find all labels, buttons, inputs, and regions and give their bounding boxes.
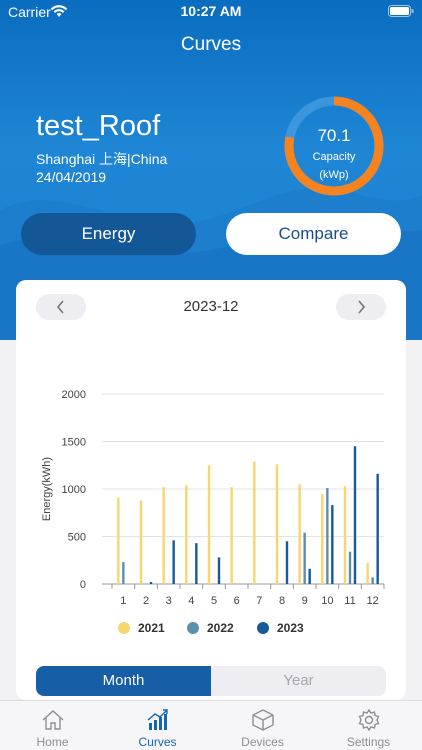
tab-devices[interactable]: Devices [210, 701, 315, 750]
y-tick-label: 1500 [62, 437, 86, 449]
bar-2021-2 [139, 500, 143, 584]
tab-home[interactable]: Home [0, 701, 105, 750]
bar-2022-9 [303, 532, 306, 584]
legend-item-2021: 2021 [118, 621, 165, 635]
legend-label: 2022 [207, 621, 234, 635]
site-name: test_Roof [36, 110, 161, 142]
gear-icon [358, 709, 380, 731]
tab-label: Home [36, 735, 69, 749]
y-tick-label: 2000 [62, 389, 86, 401]
bar-2022-12 [371, 577, 374, 584]
carrier-label: Carrier [8, 4, 51, 20]
bar-2022-11 [348, 551, 352, 584]
y-tick-label: 0 [80, 579, 86, 591]
x-tick-label: 6 [234, 595, 240, 607]
bar-2023-8 [285, 541, 289, 584]
chevron-left-icon [56, 300, 64, 314]
bar-2023-4 [195, 543, 198, 584]
legend-swatch-2023 [257, 622, 269, 634]
energy-button[interactable]: Energy [21, 213, 196, 255]
previous-period-button[interactable] [36, 294, 86, 320]
x-tick-label: 2 [143, 595, 149, 607]
legend-label: 2021 [138, 621, 165, 635]
x-tick-label: 8 [279, 595, 285, 607]
tab-label: Devices [241, 735, 284, 749]
capacity-value: 70.1 [317, 126, 351, 145]
site-location: Shanghai 上海|China [36, 151, 168, 167]
bar-2021-10 [321, 493, 324, 584]
bar-2021-3 [162, 487, 165, 584]
y-tick-label: 1000 [62, 484, 86, 496]
y-axis-label: Energy(kWh) [41, 457, 53, 521]
bar-2021-6 [230, 487, 233, 584]
bar-2023-11 [353, 446, 357, 584]
battery-icon [388, 5, 414, 17]
box-icon [252, 709, 274, 731]
bar-2021-9 [298, 484, 301, 584]
year-segment[interactable]: Year [283, 672, 314, 689]
wifi-icon [50, 5, 68, 17]
legend-swatch-2021 [118, 622, 130, 634]
month-segment[interactable]: Month [36, 666, 211, 696]
legend-item-2023: 2023 [257, 621, 304, 635]
period-label: 2023-12 [183, 298, 239, 315]
bar-2023-2 [149, 582, 153, 584]
tab-bar: Home Curves Devices Settings [0, 700, 422, 750]
bar-2021-12 [366, 563, 369, 584]
bar-2023-9 [308, 568, 311, 584]
bar-2021-8 [275, 464, 279, 584]
bar-2023-5 [217, 557, 221, 584]
bar-2022-10 [326, 488, 329, 584]
x-tick-label: 11 [344, 595, 355, 607]
chart-card: 2023-12 0 500 1000 1500 2000 Energy(kWh) 1 2 3 4 5… [16, 280, 406, 700]
bar-2023-12 [376, 473, 379, 584]
tab-curves[interactable]: Curves [105, 701, 210, 750]
bar-2021-4 [185, 485, 188, 584]
capacity-label: Capacity [312, 151, 356, 163]
site-date: 24/04/2019 [36, 169, 107, 185]
legend-swatch-2022 [187, 622, 199, 634]
bar-2021-1 [117, 497, 120, 584]
x-tick-label: 3 [166, 595, 172, 607]
capacity-gauge-arc [284, 96, 384, 196]
x-tick-label: 9 [302, 595, 308, 607]
bar-2021-11 [343, 486, 347, 584]
x-tick-label: 5 [211, 595, 217, 607]
chart-legend: 2021 2022 2023 [16, 621, 406, 641]
home-icon [42, 710, 64, 730]
bar-2023-10 [331, 505, 334, 584]
bar-2022-1 [122, 562, 125, 584]
capacity-unit: (kWp) [319, 169, 349, 181]
tab-settings[interactable]: Settings [316, 701, 421, 750]
next-period-button[interactable] [336, 294, 386, 320]
status-time: 10:27 AM [180, 3, 242, 19]
x-tick-label: 12 [367, 595, 379, 607]
compare-button[interactable]: Compare [226, 213, 401, 255]
x-tick-label: 7 [256, 595, 262, 607]
chevron-right-icon [358, 300, 366, 314]
page-title: Curves [180, 34, 242, 55]
y-tick-label: 500 [68, 532, 86, 544]
x-tick-label: 4 [188, 595, 194, 607]
legend-label: 2023 [277, 621, 304, 635]
x-tick-label: 10 [321, 595, 333, 607]
chart-icon [147, 709, 168, 730]
x-tick-label: 1 [120, 595, 126, 607]
tab-label: Settings [346, 735, 391, 749]
bar-2021-5 [207, 465, 211, 584]
bar-2021-7 [253, 461, 256, 584]
legend-item-2022: 2022 [187, 621, 234, 635]
capacity-gauge [284, 96, 384, 196]
bar-2023-3 [172, 540, 175, 584]
status-bar: Carrier 10:27 AM [0, 0, 422, 24]
period-segmented-control: Month Year [36, 666, 386, 696]
tab-label: Curves [138, 735, 177, 749]
